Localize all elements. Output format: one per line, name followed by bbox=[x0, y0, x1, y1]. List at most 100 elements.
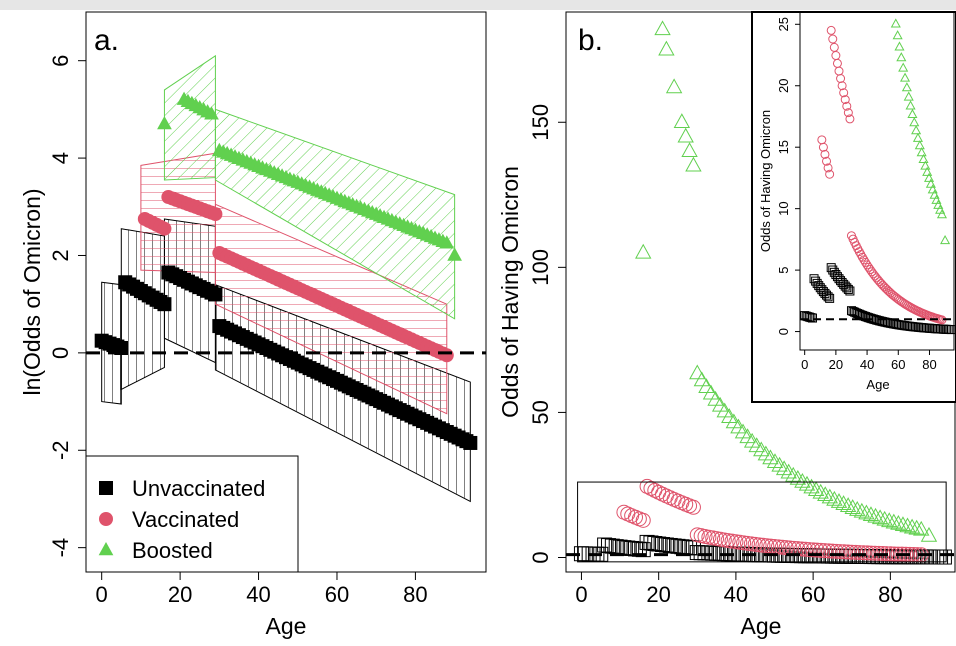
x-tick-label: 20 bbox=[168, 582, 192, 607]
inset-x-tick-label: 20 bbox=[829, 357, 843, 372]
inset-point-unvaccinated bbox=[843, 284, 853, 294]
inset-point-vaccinated bbox=[836, 74, 846, 84]
point-boosted bbox=[839, 497, 857, 513]
inset-y-tick-label: 20 bbox=[776, 79, 791, 93]
inset-point-boosted bbox=[892, 30, 903, 40]
inset-point-vaccinated bbox=[879, 282, 889, 292]
point-boosted bbox=[681, 142, 698, 158]
inset-point-vaccinated bbox=[876, 278, 886, 288]
y-tick-label: 2 bbox=[48, 249, 73, 261]
point-boosted bbox=[204, 106, 219, 120]
point-boosted bbox=[739, 428, 756, 444]
inset-point-boosted bbox=[894, 41, 905, 51]
panel-b-y-axis-label: Odds of Having Omicron bbox=[497, 166, 523, 418]
point-boosted bbox=[903, 518, 921, 534]
inset-point-vaccinated bbox=[893, 294, 903, 304]
legend-marker-vaccinated bbox=[99, 512, 113, 526]
inset-point-vaccinated bbox=[820, 149, 830, 159]
inset-point-vaccinated bbox=[842, 101, 852, 111]
point-vaccinated bbox=[855, 545, 871, 561]
point-boosted bbox=[812, 483, 829, 499]
point-boosted bbox=[780, 463, 797, 479]
y-tick-label: -2 bbox=[48, 440, 73, 460]
point-vaccinated bbox=[801, 542, 817, 558]
inset-point-unvaccinated bbox=[825, 293, 835, 303]
panel-a-label: a. bbox=[94, 24, 119, 57]
inset-point-boosted bbox=[920, 160, 931, 170]
inset-y-tick-label: 10 bbox=[776, 201, 791, 215]
point-boosted bbox=[899, 517, 916, 533]
inset-point-vaccinated bbox=[837, 81, 847, 91]
point-unvaccinated bbox=[463, 435, 478, 450]
inset-y-tick-label: 0 bbox=[776, 328, 791, 335]
inset-point-boosted bbox=[922, 166, 933, 176]
legend-label-vaccinated: Vaccinated bbox=[132, 507, 239, 532]
inset-y-tick-label: 15 bbox=[776, 140, 791, 154]
inset-point-boosted bbox=[890, 18, 901, 28]
panel-a-y-axis-label: ln(Odds of Omicron) bbox=[19, 188, 45, 395]
inset-point-unvaccinated bbox=[842, 283, 852, 293]
inset-point-vaccinated bbox=[839, 88, 849, 98]
point-boosted bbox=[849, 500, 866, 516]
point-boosted bbox=[920, 526, 938, 542]
point-vaccinated bbox=[859, 545, 875, 561]
point-boosted bbox=[835, 495, 852, 510]
inset-y-ticks: 0 5 10 15 20 25 bbox=[776, 17, 800, 335]
inset-point-vaccinated bbox=[856, 249, 866, 259]
inset-point-unvaccinated bbox=[823, 292, 833, 302]
inset-point-boosted bbox=[905, 100, 916, 110]
point-vaccinated bbox=[770, 539, 786, 555]
point-unvaccinated bbox=[600, 538, 616, 554]
inset-x-tick-label: 80 bbox=[922, 357, 936, 372]
inset-point-vaccinated bbox=[862, 260, 872, 270]
x-tick-label: 40 bbox=[246, 582, 270, 607]
point-vaccinated bbox=[747, 536, 763, 552]
point-vaccinated bbox=[817, 543, 833, 559]
inset-point-boosted bbox=[918, 153, 929, 164]
point-vaccinated bbox=[157, 221, 172, 236]
y-tick-label: 150 bbox=[528, 104, 553, 141]
panel-a-y-ticks: -4 -2 0 2 4 6 bbox=[48, 55, 86, 557]
x-tick-label: 80 bbox=[403, 582, 427, 607]
y-tick-label: 4 bbox=[48, 152, 73, 164]
inset-point-boosted bbox=[914, 140, 925, 150]
point-vaccinated bbox=[809, 542, 825, 558]
point-boosted bbox=[798, 475, 816, 491]
point-boosted bbox=[654, 20, 671, 36]
inset-point-boosted bbox=[901, 82, 912, 92]
point-unvaccinated bbox=[647, 536, 663, 552]
inset-point-unvaccinated bbox=[826, 263, 836, 273]
inset-point-unvaccinated bbox=[845, 286, 855, 296]
inset-point-vaccinated bbox=[892, 293, 902, 303]
point-boosted bbox=[757, 445, 775, 461]
inset-point-vaccinated bbox=[826, 25, 836, 35]
point-boosted bbox=[908, 519, 925, 535]
inset-background bbox=[751, 11, 956, 403]
point-boosted bbox=[775, 460, 793, 476]
point-unvaccinated bbox=[208, 287, 223, 302]
inset-point-unvaccinated bbox=[840, 281, 850, 291]
y-tick-label: 0 bbox=[528, 551, 553, 563]
legend-label-boosted: Boosted bbox=[132, 538, 213, 563]
inset-point-boosted bbox=[925, 178, 936, 188]
point-vaccinated bbox=[751, 537, 767, 553]
inset-point-boosted bbox=[911, 125, 922, 135]
point-boosted bbox=[821, 488, 839, 504]
point-unvaccinated bbox=[639, 534, 655, 550]
point-boosted bbox=[685, 156, 702, 172]
x-tick-label: 0 bbox=[96, 582, 108, 607]
point-unvaccinated bbox=[597, 537, 613, 553]
inset-point-unvaccinated bbox=[822, 290, 832, 300]
panel-b-x-ticks: 0 20 40 60 80 bbox=[575, 572, 903, 607]
inset-x-axis-label: Age bbox=[866, 377, 889, 392]
point-vaccinated bbox=[794, 541, 810, 557]
point-boosted bbox=[693, 371, 711, 387]
panel-b-label: b. bbox=[578, 24, 603, 57]
point-boosted bbox=[789, 469, 807, 485]
point-vaccinated bbox=[821, 543, 837, 559]
point-boosted bbox=[876, 510, 893, 526]
point-vaccinated bbox=[863, 545, 879, 561]
point-boosted bbox=[762, 449, 779, 465]
point-boosted bbox=[748, 437, 765, 453]
